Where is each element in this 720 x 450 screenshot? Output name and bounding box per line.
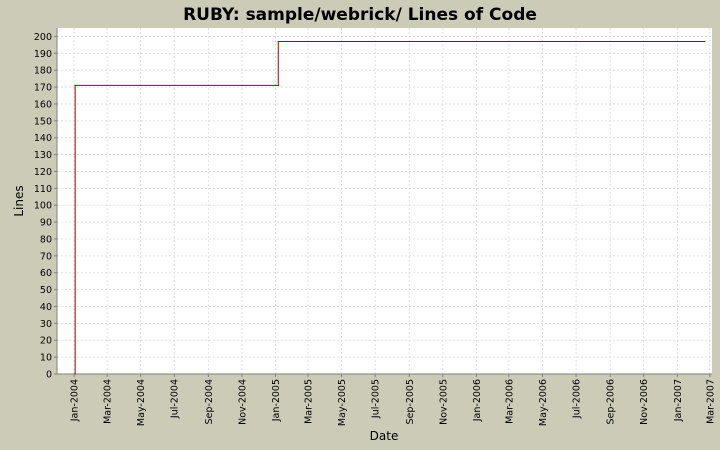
- x-tick-label-18: Jan-2007: [673, 379, 684, 422]
- x-axis-ticks: Jan-2004 Mar-2004 May-2004 Jul-2004 Sep-2004…: [70, 374, 716, 426]
- y-tick-label-130: 130: [34, 150, 52, 161]
- axes: [56, 28, 712, 375]
- y-tick-label-70: 70: [40, 251, 52, 262]
- data-point-0-3: [277, 40, 279, 43]
- x-tick-label-1: Mar-2004: [103, 379, 114, 424]
- x-tick-label-10: Sep-2005: [405, 379, 416, 425]
- y-tick-label-180: 180: [34, 66, 52, 77]
- y-tick-label-170: 170: [34, 83, 52, 94]
- data-point-0-1: [74, 84, 76, 86]
- y-tick-label-190: 190: [34, 49, 52, 60]
- x-tick-label-13: Mar-2006: [504, 379, 515, 424]
- x-tick-label-8: May-2005: [337, 379, 348, 426]
- y-axis-ticks: 0 10 20 30 40 50 60 70 80 90 100 110 120 130 140 150 160…: [34, 32, 57, 381]
- y-tick-label-30: 30: [40, 319, 52, 330]
- y-tick-label-100: 100: [34, 201, 52, 212]
- y-tick-label-160: 160: [34, 99, 52, 110]
- y-tick-label-40: 40: [40, 302, 52, 313]
- x-tick-label-11: Nov-2005: [438, 379, 449, 425]
- chart-title: RUBY: sample/webrick/ Lines of Code: [183, 5, 537, 25]
- x-tick-label-17: Nov-2006: [639, 379, 650, 425]
- x-tick-label-7: Mar-2005: [303, 379, 314, 424]
- x-tick-label-15: Jul-2006: [572, 379, 583, 419]
- y-tick-label-140: 140: [34, 133, 52, 144]
- x-tick-label-0: Jan-2004: [70, 379, 81, 422]
- x-tick-label-12: Jan-2006: [472, 379, 483, 422]
- y-tick-label-60: 60: [40, 268, 52, 279]
- y-tick-label-20: 20: [40, 336, 52, 347]
- data-point-0-4: [704, 40, 706, 43]
- y-tick-label-80: 80: [40, 234, 52, 245]
- x-tick-label-19: Mar-2007: [705, 379, 716, 424]
- y-tick-label-150: 150: [34, 116, 52, 127]
- data-point-0-0: [74, 373, 76, 375]
- x-axis-label: Date: [370, 429, 399, 443]
- x-tick-label-2: May-2004: [136, 379, 147, 426]
- x-tick-label-14: May-2006: [538, 379, 549, 426]
- x-tick-label-4: Sep-2004: [204, 379, 215, 425]
- x-tick-label-9: Jul-2005: [371, 379, 382, 419]
- y-tick-label-0: 0: [46, 370, 52, 381]
- y-tick-label-110: 110: [34, 184, 52, 195]
- x-tick-label-3: Jul-2004: [170, 379, 181, 419]
- grid: [57, 28, 712, 375]
- y-tick-label-50: 50: [40, 285, 52, 296]
- data-point-0-2: [277, 84, 279, 86]
- x-tick-label-16: Sep-2006: [606, 379, 617, 425]
- series-group: [74, 40, 706, 375]
- y-axis-label: Lines: [12, 185, 26, 216]
- plot-background: [57, 28, 712, 374]
- x-tick-label-6: Jan-2005: [271, 379, 282, 422]
- y-tick-label-200: 200: [34, 32, 52, 43]
- y-tick-label-90: 90: [40, 218, 52, 229]
- x-tick-label-5: Nov-2004: [237, 379, 248, 425]
- y-tick-label-10: 10: [40, 353, 52, 364]
- y-tick-label-120: 120: [34, 167, 52, 178]
